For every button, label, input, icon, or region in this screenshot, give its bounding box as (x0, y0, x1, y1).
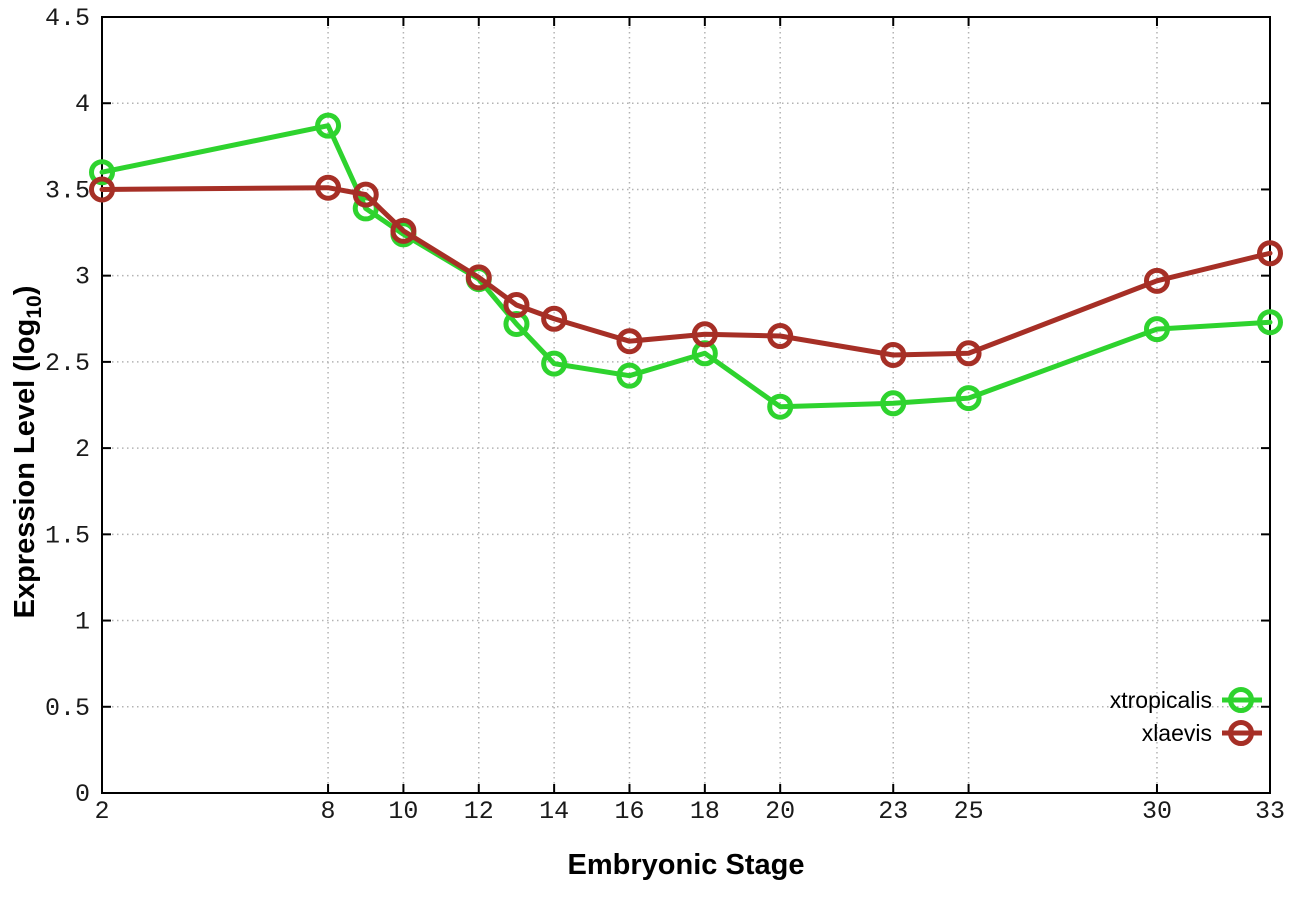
y-axis-title: Expression Level (log10) (9, 286, 46, 619)
series-line-xlaevis (99, 185, 1273, 358)
data-point-xtropicalis (541, 350, 568, 377)
x-tick-label: 12 (464, 797, 494, 826)
y-axis-title-subscript: 10 (23, 295, 46, 318)
y-tick-label: 4.5 (45, 4, 90, 33)
data-point-xlaevis (503, 291, 530, 318)
data-point-xlaevis (880, 341, 907, 368)
x-tick-label: 2 (94, 797, 109, 826)
plot-border (101, 16, 1271, 794)
x-tick-label: 16 (614, 797, 644, 826)
data-point-xtropicalis (315, 112, 342, 139)
legend-label-xlaevis: xlaevis (1142, 720, 1212, 746)
x-tick-label: 23 (878, 797, 908, 826)
y-tick-label: 1.5 (45, 521, 90, 550)
data-point-xtropicalis (955, 385, 982, 412)
x-tick-label: 30 (1142, 797, 1172, 826)
legend-marker-icon (1228, 687, 1254, 713)
x-tick-label: 8 (321, 797, 336, 826)
x-tick-label: 20 (765, 797, 795, 826)
data-point-xlaevis (352, 181, 379, 208)
y-tick-label: 1 (75, 608, 90, 637)
data-point-xlaevis (315, 174, 342, 201)
data-point-xtropicalis (1143, 316, 1170, 343)
data-point-xlaevis (541, 305, 568, 332)
data-point-xtropicalis (880, 390, 907, 417)
y-tick-label: 0 (75, 780, 90, 809)
x-axis-title: Embryonic Stage (568, 849, 805, 881)
data-point-xtropicalis (767, 393, 794, 420)
legend-marker-icon (1228, 720, 1254, 746)
data-point-xtropicalis (1257, 309, 1283, 336)
data-point-xlaevis (89, 176, 115, 203)
y-tick-label: 3.5 (45, 176, 90, 205)
y-axis-title-suffix: ) (9, 286, 41, 296)
x-tick-label: 33 (1255, 797, 1285, 826)
data-point-xlaevis (955, 340, 982, 367)
data-point-xlaevis (1143, 267, 1170, 294)
x-tick-label: 10 (388, 797, 418, 826)
data-point-xlaevis (465, 264, 492, 291)
x-tick-label: 18 (690, 797, 720, 826)
legend-label-xtropicalis: xtropicalis (1110, 687, 1212, 713)
y-tick-label: 0.5 (45, 694, 90, 723)
data-point-xlaevis (691, 321, 718, 348)
data-point-xtropicalis (89, 159, 115, 186)
data-point-xlaevis (390, 217, 417, 244)
y-axis-title-prefix: Expression Level (log (9, 319, 41, 619)
y-tick-label: 2.5 (45, 349, 90, 378)
y-tick-label: 3 (75, 263, 90, 292)
series-line-xtropicalis (99, 123, 1273, 410)
x-tick-label: 25 (954, 797, 984, 826)
data-point-xlaevis (767, 323, 794, 350)
data-point-xlaevis (616, 328, 643, 355)
y-tick-label: 2 (75, 435, 90, 464)
data-point-xtropicalis (616, 362, 643, 389)
x-tick-label: 14 (539, 797, 569, 826)
y-tick-label: 4 (75, 90, 90, 119)
data-point-xlaevis (1257, 240, 1283, 267)
